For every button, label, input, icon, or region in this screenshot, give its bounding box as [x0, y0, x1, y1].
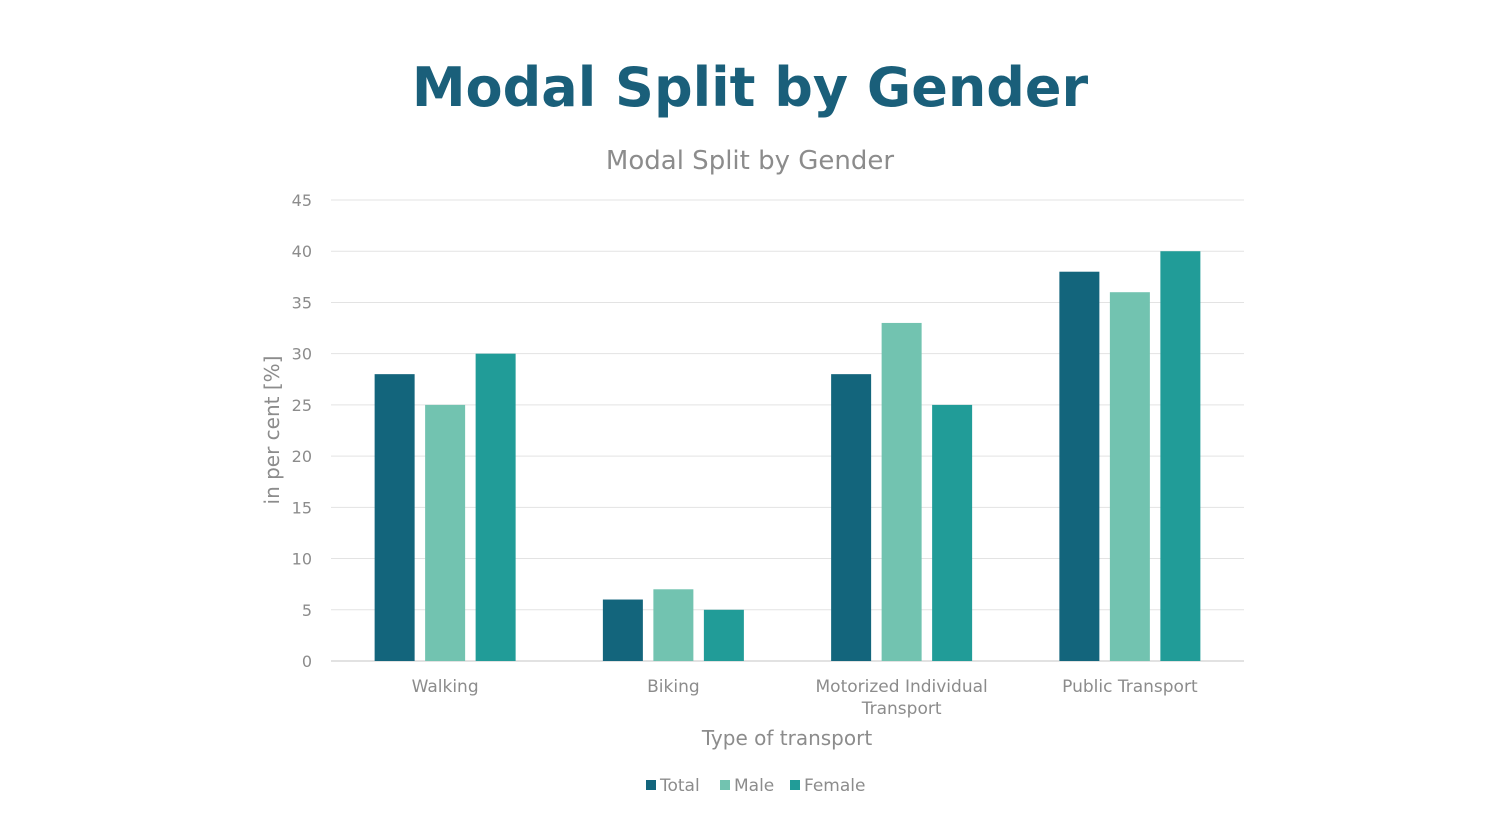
y-tick-label: 20 [292, 447, 312, 466]
y-tick-label: 40 [292, 242, 312, 261]
x-category-label-line: Motorized Individual [816, 677, 988, 697]
bar-male [425, 404, 466, 661]
legend-swatch [720, 780, 730, 790]
y-tick-label: 35 [292, 293, 312, 312]
y-tick-label: 0 [302, 652, 312, 671]
legend-label: Female [804, 776, 865, 796]
gridlines [331, 199, 1244, 662]
x-category-label: Walking [412, 677, 479, 697]
bar-female [932, 404, 973, 661]
y-tick-label: 30 [292, 345, 312, 364]
legend-swatch [646, 780, 656, 790]
chart-title: Modal Split by Gender [606, 146, 894, 176]
legend-label: Total [659, 776, 700, 796]
bar-total [831, 374, 872, 661]
x-category-label: Public Transport [1062, 677, 1198, 697]
bar-total [374, 374, 415, 661]
bar-male [881, 322, 922, 661]
y-tick-label: 45 [292, 191, 312, 210]
legend-item-female: Female [790, 776, 865, 796]
x-category-label: Biking [647, 677, 700, 697]
bar-female [475, 353, 516, 661]
slide-title: Modal Split by Gender [411, 56, 1089, 119]
x-category-label-line: Transport [861, 699, 942, 719]
bar-total [1059, 271, 1100, 661]
bar-female [703, 609, 744, 661]
legend-swatch [790, 780, 800, 790]
bar-male [1109, 292, 1150, 661]
y-tick-label: 15 [292, 498, 312, 517]
legend-label: Male [734, 776, 774, 796]
bar-male [653, 589, 694, 661]
x-axis-label: Type of transport [701, 726, 873, 750]
x-axis-categories: Walking Biking Motorized Individual Transpo… [412, 677, 1198, 719]
y-tick-label: 10 [292, 550, 312, 569]
y-axis-label: in per cent [%] [260, 356, 284, 505]
legend: Total Male Female [646, 776, 865, 796]
x-category-label: Motorized Individual Transport [816, 677, 988, 719]
x-category-label-line: Walking [412, 677, 479, 697]
legend-item-total: Total [646, 776, 700, 796]
legend-item-male: Male [720, 776, 774, 796]
x-category-label-line: Public Transport [1062, 677, 1198, 697]
y-axis-ticks: 0 5 10 15 20 25 30 35 40 45 [292, 191, 312, 671]
bar-total [602, 599, 643, 661]
x-category-label-line: Biking [647, 677, 700, 697]
bars [374, 251, 1201, 661]
y-tick-label: 25 [292, 396, 312, 415]
bar-female [1160, 251, 1201, 661]
y-tick-label: 5 [302, 601, 312, 620]
